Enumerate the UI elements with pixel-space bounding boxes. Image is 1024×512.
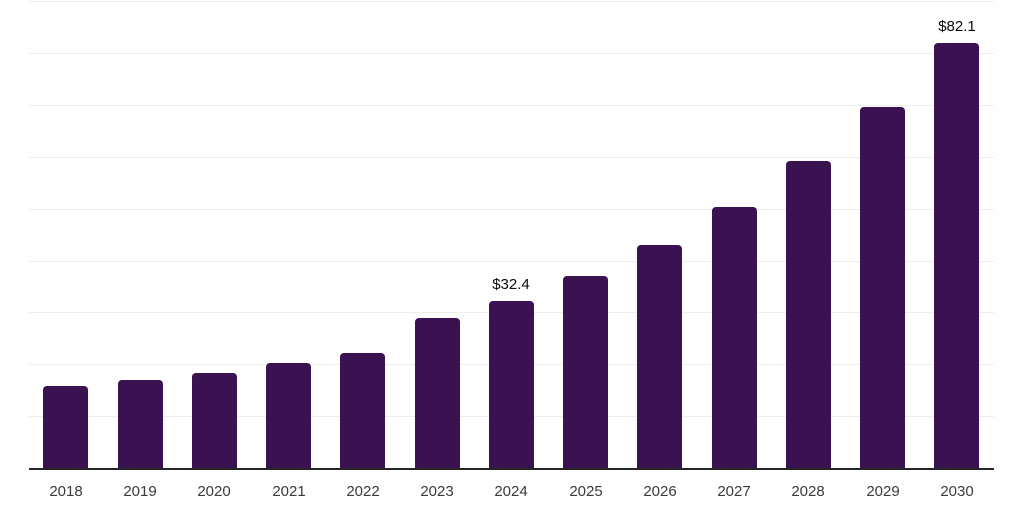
x-tick-label-2020: 2020: [197, 483, 231, 500]
bar-2022: [340, 353, 385, 469]
bar-2018: [43, 386, 88, 469]
gridline-60: [29, 157, 994, 158]
bar-2019: [118, 380, 163, 469]
x-tick-label-2023: 2023: [420, 483, 454, 500]
bar-2020: [192, 373, 237, 469]
x-tick-label-2021: 2021: [272, 483, 306, 500]
value-label-2030: $82.1: [938, 18, 976, 35]
x-tick-label-2022: 2022: [346, 483, 380, 500]
gridline-50: [29, 209, 994, 210]
value-label-2024: $32.4: [492, 276, 530, 293]
gridline-90: [29, 1, 994, 2]
x-axis-tick-labels: 2018 2019 2020 2021 2022 2023 2024 2025 2026 2027…: [29, 482, 994, 504]
x-tick-label-2030: 2030: [940, 483, 974, 500]
x-tick-label-2029: 2029: [866, 483, 900, 500]
bar-2021: [266, 363, 311, 469]
x-tick-label-2019: 2019: [123, 483, 157, 500]
x-tick-label-2018: 2018: [49, 483, 83, 500]
bar-2028: [786, 161, 831, 469]
bar-2026: [637, 245, 682, 469]
gridline-70: [29, 105, 994, 106]
bar-2024: [489, 301, 534, 469]
bar-2025: [563, 276, 608, 469]
x-tick-label-2026: 2026: [643, 483, 677, 500]
plot-area: $32.4 $82.1: [29, 0, 994, 469]
bar-2030: [934, 43, 979, 469]
gridline-40: [29, 261, 994, 262]
bar-2023: [415, 318, 460, 469]
x-tick-label-2027: 2027: [717, 483, 751, 500]
x-tick-label-2025: 2025: [569, 483, 603, 500]
bar-2029: [860, 107, 905, 469]
bar-2027: [712, 207, 757, 469]
gridline-80: [29, 53, 994, 54]
x-axis-line: [29, 468, 994, 470]
x-tick-label-2024: 2024: [494, 483, 528, 500]
x-tick-label-2028: 2028: [791, 483, 825, 500]
